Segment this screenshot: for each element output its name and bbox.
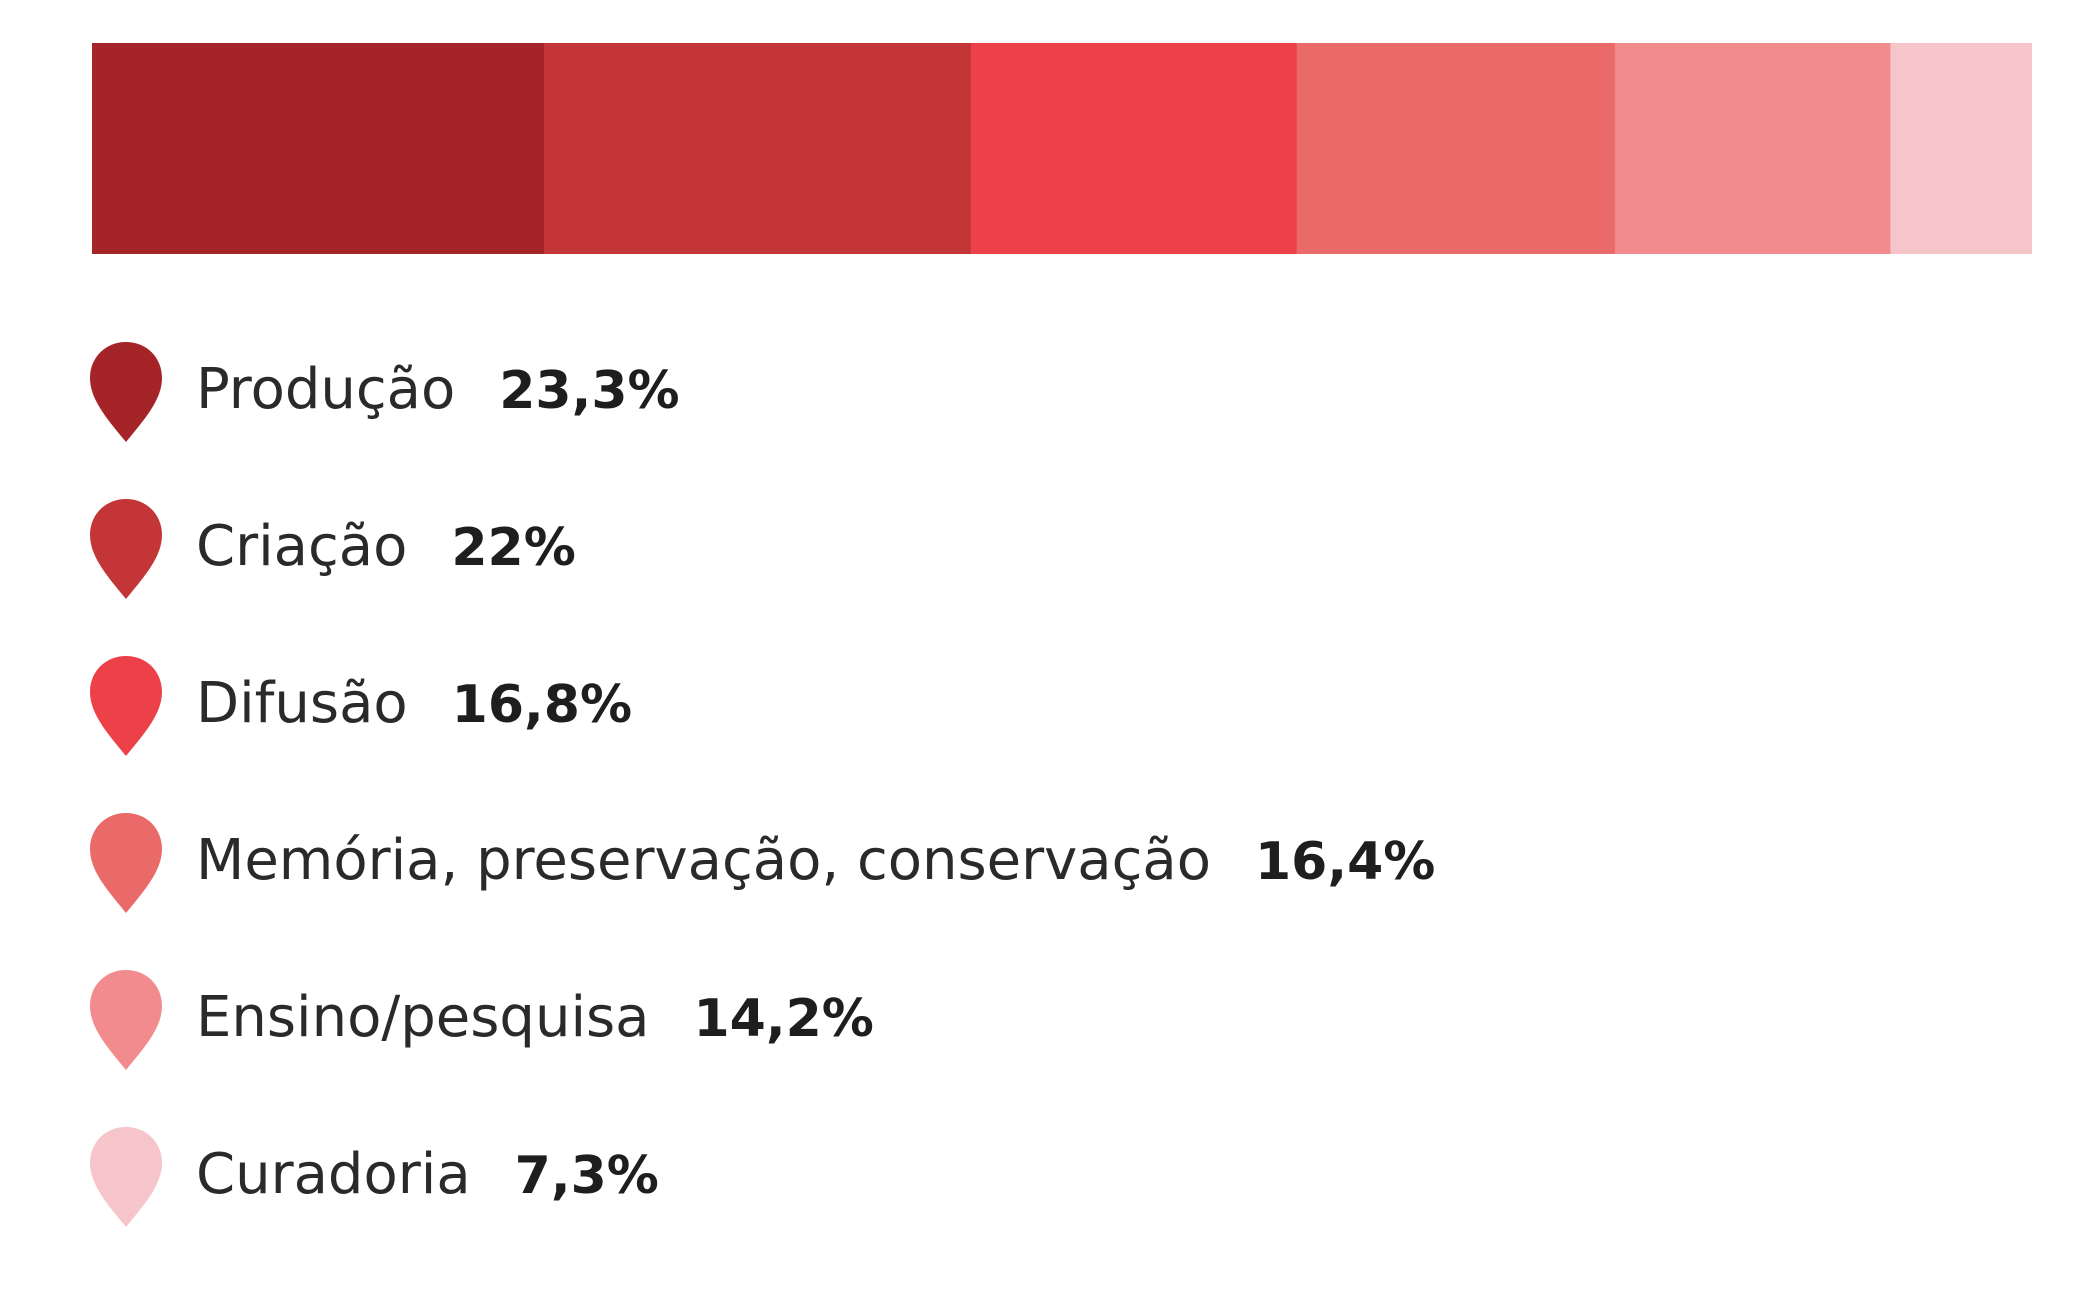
legend-label: Criação xyxy=(196,514,408,579)
legend-text: Produção 23,3% xyxy=(196,354,680,424)
legend: Produção 23,3% Criação 22% Difusão 16,8% Memór… xyxy=(88,340,1988,1282)
data-label: 23,3% xyxy=(499,361,680,421)
data-label: 14,2% xyxy=(693,989,874,1049)
legend-text: Criação 22% xyxy=(196,511,576,581)
stacked-bar-chart xyxy=(92,43,2032,254)
legend-text: Memória, preservação, conservação 16,4% xyxy=(196,825,1435,895)
drop-marker-icon xyxy=(90,813,162,913)
drop-marker-shape xyxy=(90,813,162,913)
drop-marker-shape xyxy=(90,1127,162,1227)
legend-text: Ensino/pesquisa 14,2% xyxy=(196,982,874,1052)
legend-item: Produção 23,3% xyxy=(88,340,1988,497)
legend-text: Curadoria 7,3% xyxy=(196,1139,659,1209)
drop-marker-icon xyxy=(90,1127,162,1227)
data-label: 16,8% xyxy=(451,675,633,735)
bar-segment-4 xyxy=(1296,43,1616,254)
legend-item: Curadoria 7,3% xyxy=(88,1125,1988,1282)
drop-marker-icon xyxy=(90,656,162,756)
legend-text: Difusão 16,8% xyxy=(196,668,632,738)
legend-label: Memória, preservação, conservação xyxy=(196,828,1211,893)
legend-item: Difusão 16,8% xyxy=(88,654,1988,811)
legend-item: Criação 22% xyxy=(88,497,1988,654)
data-label: 16,4% xyxy=(1254,832,1436,892)
bar-segment-6 xyxy=(1890,43,2032,254)
data-label: 22% xyxy=(451,518,576,578)
legend-label: Difusão xyxy=(196,671,408,736)
legend-item: Ensino/pesquisa 14,2% xyxy=(88,968,1988,1125)
legend-label: Curadoria xyxy=(196,1142,471,1207)
drop-marker-icon xyxy=(90,970,162,1070)
bar-segment-3 xyxy=(970,43,1298,254)
drop-marker-icon xyxy=(90,499,162,599)
drop-marker-shape xyxy=(90,499,162,599)
drop-marker-shape xyxy=(90,342,162,442)
bar-segment-1 xyxy=(92,43,545,254)
data-label: 7,3% xyxy=(514,1146,659,1206)
drop-marker-shape xyxy=(90,656,162,756)
bar-segment-5 xyxy=(1614,43,1891,254)
legend-label: Ensino/pesquisa xyxy=(196,985,650,1050)
legend-item: Memória, preservação, conservação 16,4% xyxy=(88,811,1988,968)
legend-label: Produção xyxy=(196,357,456,422)
drop-marker-shape xyxy=(90,970,162,1070)
drop-marker-icon xyxy=(90,342,162,442)
bar-segment-2 xyxy=(544,43,972,254)
